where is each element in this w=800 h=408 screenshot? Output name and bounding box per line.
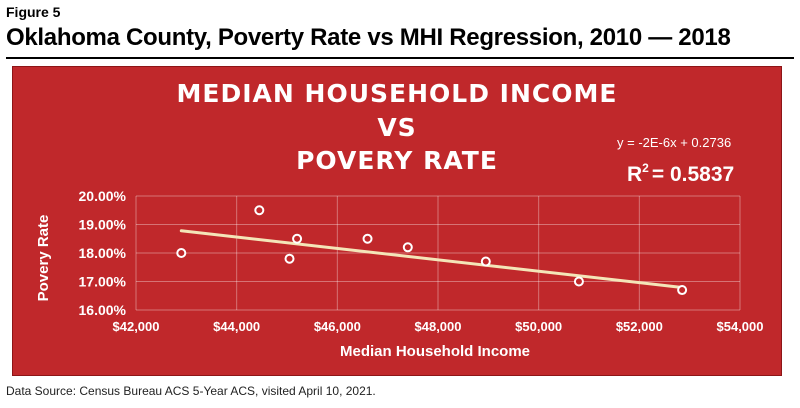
data-point [402, 242, 413, 253]
r-squared-sup: 2 [642, 161, 649, 175]
x-tick-label: $50,000 [515, 319, 562, 334]
chart-panel [12, 66, 782, 376]
data-point [480, 256, 491, 267]
figure-label: Figure 5 [6, 4, 61, 20]
y-tick-label: 19.00% [79, 217, 127, 233]
x-tick-label: $42,000 [113, 319, 160, 334]
data-point [573, 276, 584, 287]
tick-labels: 16.00% 17.00% 18.00% 19.00% 20.00% $42,000 $44… [79, 188, 764, 334]
x-axis-label: Median Household Income [340, 343, 530, 360]
x-tick-label: $52,000 [616, 319, 663, 334]
data-point [254, 205, 265, 216]
x-tick-label: $48,000 [415, 319, 462, 334]
x-tick-label: $54,000 [717, 319, 764, 334]
gridlines [135, 195, 741, 311]
r-squared-r: R [627, 163, 642, 186]
y-axis-label: Povery Rate [35, 215, 52, 302]
chart-title-line-3: POVERY RATE [296, 146, 498, 175]
regression-equation: y = -2E-6x + 0.2736 [617, 135, 731, 150]
x-tick-label: $46,000 [314, 319, 361, 334]
data-point [176, 248, 187, 258]
data-point [677, 285, 688, 296]
chart-title-line-2: VS [377, 113, 417, 142]
r-squared-value: = 0.5837 [652, 163, 734, 186]
figure-title: Oklahoma County, Poverty Rate vs MHI Reg… [6, 24, 731, 51]
points-layer [176, 205, 688, 296]
y-tick-label: 17.00% [79, 274, 127, 290]
title-rule [6, 57, 794, 59]
y-tick-label: 20.00% [79, 188, 127, 204]
data-point [284, 253, 295, 264]
data-point [292, 233, 303, 244]
x-tick-label: $44,000 [213, 319, 260, 334]
data-source-note: Data Source: Census Bureau ACS 5-Year AC… [6, 384, 376, 398]
trendline-layer [179, 229, 684, 289]
y-tick-label: 16.00% [79, 302, 127, 318]
y-tick-label: 18.00% [79, 245, 127, 261]
data-point [362, 233, 373, 244]
trendline [179, 229, 684, 289]
r-squared-label: R2 = 0.5837 [627, 161, 734, 186]
chart-title-line-1: MEDIAN HOUSEHOLD INCOME [176, 79, 618, 108]
